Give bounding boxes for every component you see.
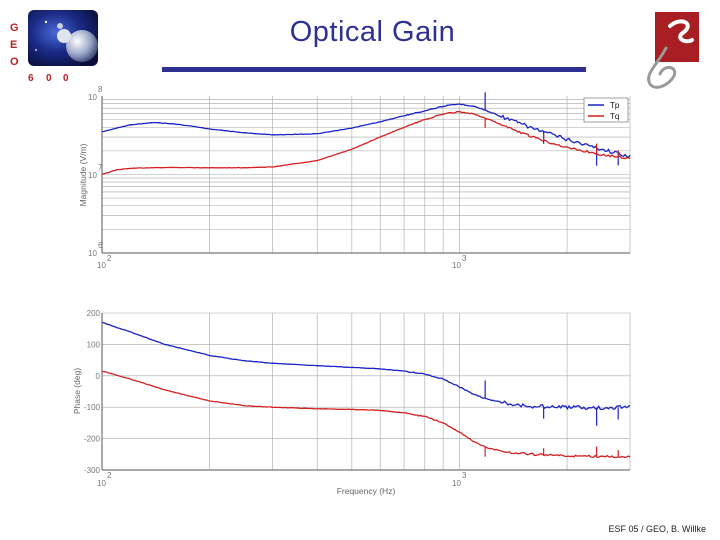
phase-ytick-label: -200 [84,435,101,444]
geo600-logo: G E O 6 0 0 [10,10,98,84]
mag-ytick-label-1: 10 [88,171,97,180]
title-rule [162,67,586,72]
series-line-tq [101,110,631,175]
series-line-tp [101,321,631,411]
logo-digit-6: 6 [28,73,34,84]
mag-ytick-exp-2: 6 [98,241,103,250]
mag-xtick-exp-0: 2 [107,254,112,263]
logo-digit-0b: 0 [63,73,69,84]
phase-ytick-label: -300 [84,466,101,475]
mag-ylabel: Magnitude (V/m) [78,143,88,206]
mag-xtick-exp-1: 3 [462,254,467,263]
slide-title: Optical Gain [289,16,456,48]
logo-letter-e: E [10,39,17,51]
legend-label-tq: Tq [610,112,619,121]
phase-xtick-exp-0: 2 [107,471,112,480]
phase-ytick-label: 0 [96,372,101,381]
phase-xtick-label-1: 10 [452,479,461,488]
footer-credit: ESF 05 / GEO, B. Willke [608,524,706,534]
phase-ytick-label: -100 [84,403,101,412]
logo-letter-o: O [10,56,19,68]
logo-letter-g: G [10,22,19,34]
phase-xtick-label-0: 10 [97,479,106,488]
mag-xtick-label-1: 10 [452,261,461,270]
series-line-tp [101,103,631,159]
logo-digit-0a: 0 [46,73,52,84]
phase-xtick-exp-1: 3 [462,471,467,480]
legend: Tp Tq [583,97,629,123]
phase-plot: 200 100 0 -100 -200 -300 10 2 10 3 Frequency … [72,309,631,496]
phase-ytick-label: 100 [87,340,101,349]
series-line-tq [101,370,631,459]
phase-ytick-label: 200 [87,309,101,318]
legend-label-tp: Tp [610,101,620,110]
institute-logo [647,12,699,89]
mag-ytick-exp-1: 7 [98,163,103,172]
mag-ytick-label-0: 10 [88,93,97,102]
mag-ytick-exp-0: 8 [98,85,103,94]
phase-ylabel: Phase (deg) [72,368,82,414]
mag-ytick-label-2: 10 [88,249,97,258]
magnitude-plot: Tp Tq 10 8 10 7 10 6 10 2 10 3 Magnitude… [78,85,631,270]
phase-xlabel: Frequency (Hz) [337,486,396,496]
mag-xtick-label-0: 10 [97,261,106,270]
